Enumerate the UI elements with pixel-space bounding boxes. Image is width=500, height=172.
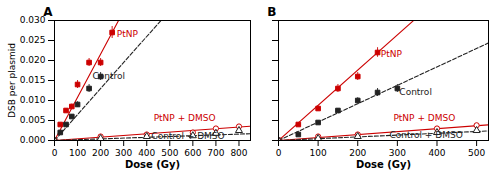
svg-text:0: 0	[52, 148, 58, 158]
svg-text:700: 700	[207, 148, 224, 158]
svg-text:B: B	[267, 5, 276, 19]
svg-text:0.010: 0.010	[20, 95, 46, 105]
svg-text:0.025: 0.025	[20, 35, 46, 45]
svg-text:500: 500	[468, 148, 485, 158]
svg-text:0.000: 0.000	[20, 135, 46, 145]
svg-text:Dose (Gy): Dose (Gy)	[356, 159, 411, 170]
svg-text:300: 300	[115, 148, 132, 158]
svg-text:A: A	[43, 5, 53, 19]
svg-text:Dose (Gy): Dose (Gy)	[125, 159, 180, 170]
svg-text:0.015: 0.015	[20, 75, 46, 85]
svg-text:Control: Control	[399, 87, 432, 97]
svg-text:0.005: 0.005	[20, 115, 46, 125]
svg-text:Control: Control	[93, 71, 126, 81]
svg-text:400: 400	[138, 148, 155, 158]
svg-text:100: 100	[69, 148, 86, 158]
svg-text:PtNP + DMSO: PtNP + DMSO	[154, 113, 216, 123]
svg-text:DSB per plasmid: DSB per plasmid	[7, 43, 17, 118]
svg-text:PtNP: PtNP	[381, 49, 403, 59]
svg-text:400: 400	[428, 148, 445, 158]
svg-text:0.030: 0.030	[20, 15, 46, 25]
svg-text:200: 200	[349, 148, 366, 158]
svg-text:600: 600	[184, 148, 201, 158]
svg-text:800: 800	[230, 148, 247, 158]
svg-text:Control + DMSO: Control + DMSO	[151, 131, 224, 141]
svg-text:0.020: 0.020	[20, 55, 46, 65]
svg-text:200: 200	[92, 148, 109, 158]
svg-text:Control + DMSO: Control + DMSO	[389, 130, 462, 140]
svg-text:0: 0	[276, 148, 282, 158]
svg-text:PtNP: PtNP	[117, 29, 139, 39]
svg-text:PtNP + DMSO: PtNP + DMSO	[393, 113, 455, 123]
svg-text:300: 300	[389, 148, 406, 158]
svg-text:500: 500	[161, 148, 178, 158]
svg-text:100: 100	[310, 148, 327, 158]
